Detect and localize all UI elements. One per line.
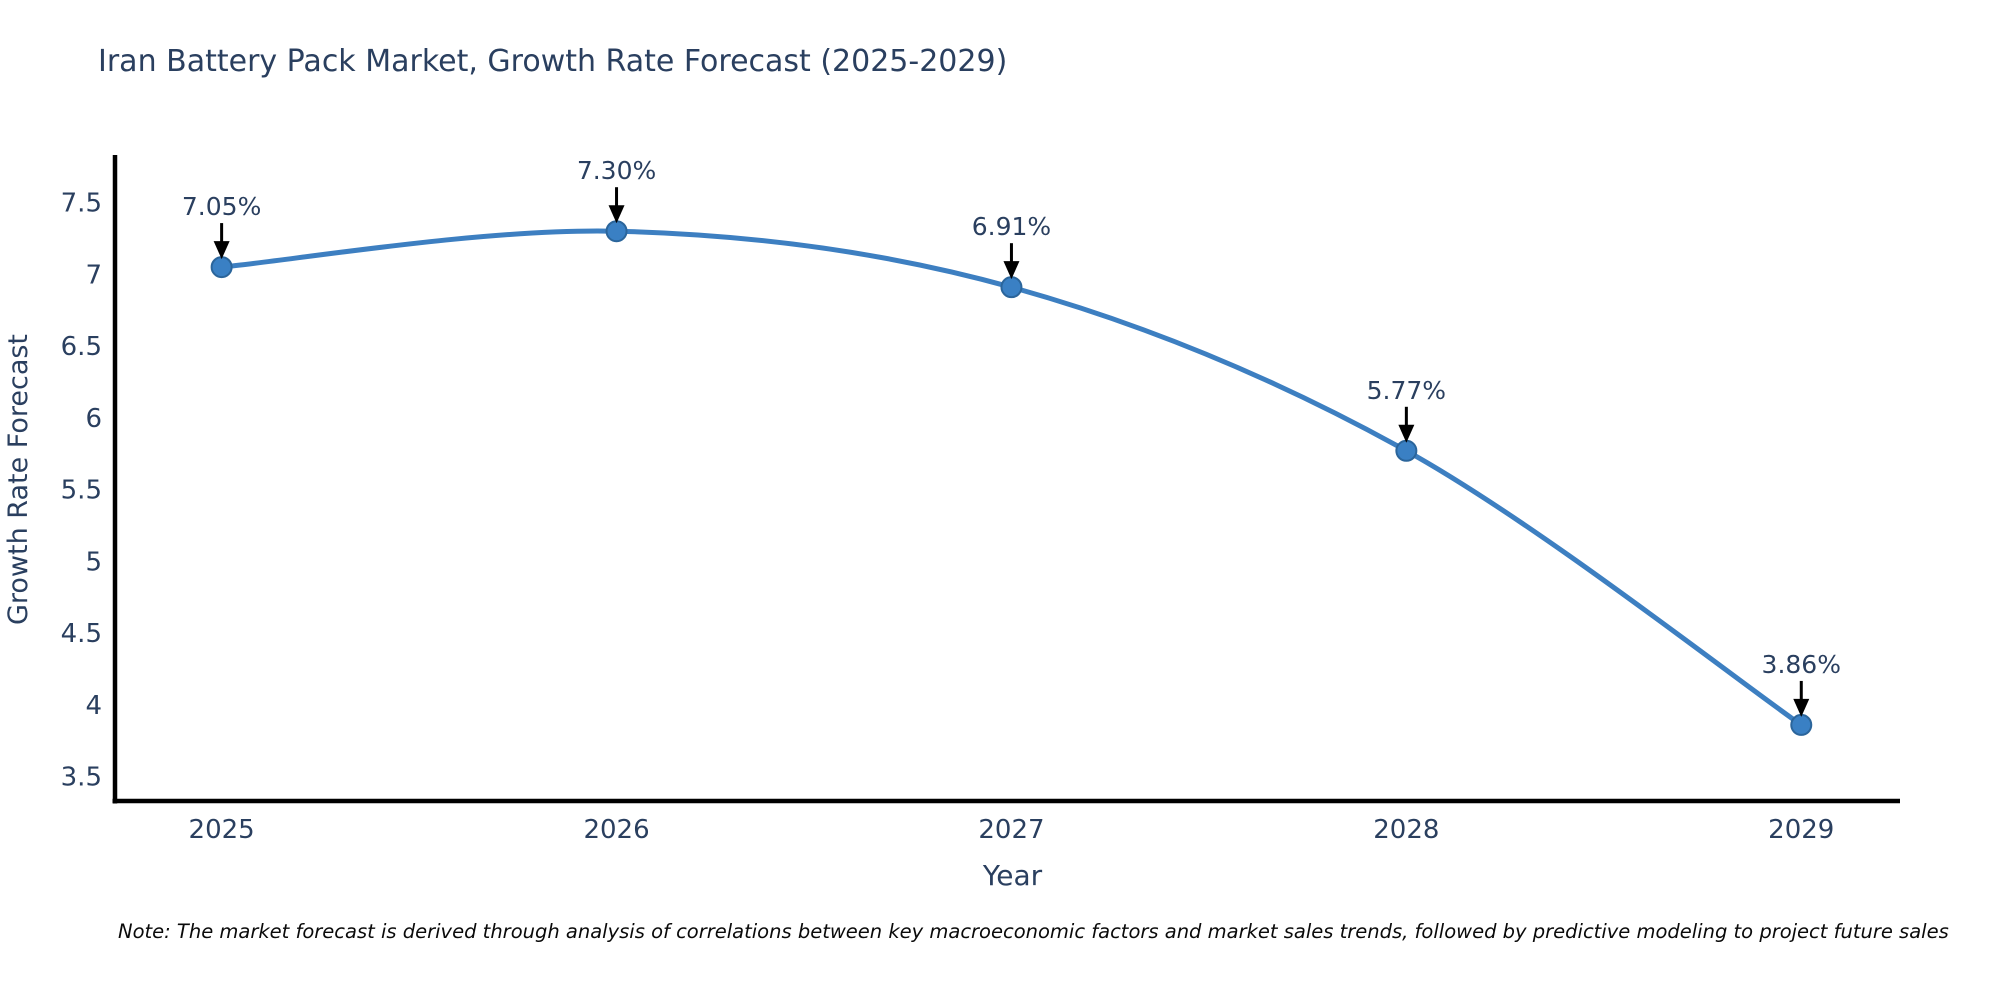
x-axis-title: Year	[982, 859, 1043, 892]
data-point	[605, 220, 628, 243]
annotation-arrowhead-icon	[1793, 698, 1810, 717]
annotation-arrowhead-icon	[608, 205, 625, 224]
data-point	[210, 256, 233, 279]
data-point-label: 3.86%	[1762, 650, 1841, 679]
data-point	[1395, 439, 1418, 462]
data-line	[219, 228, 1804, 728]
annotation-arrowhead-icon	[1398, 424, 1415, 443]
y-tick-label: 6.5	[61, 332, 102, 362]
y-tick-label: 5.5	[61, 476, 102, 506]
y-axis-title: Growth Rate Forecast	[3, 334, 34, 625]
footnote: Note: The market forecast is derived thr…	[118, 920, 1949, 943]
x-tick-label: 2025	[189, 815, 255, 845]
y-tick-label: 7	[85, 260, 102, 290]
x-tick-label: 2027	[978, 815, 1044, 845]
y-tick-label: 4	[85, 691, 102, 721]
data-point-label: 7.30%	[577, 156, 656, 185]
x-tick-label: 2029	[1768, 815, 1834, 845]
y-tick-label: 3.5	[61, 763, 102, 793]
data-point	[1000, 276, 1023, 299]
annotation-arrowhead-icon	[213, 241, 230, 260]
data-point-label: 6.91%	[972, 212, 1051, 241]
y-tick-label: 6	[85, 404, 102, 434]
y-tick-label: 7.5	[61, 188, 102, 218]
x-tick-label: 2026	[583, 815, 649, 845]
y-tick-label: 4.5	[61, 619, 102, 649]
data-point-label: 7.05%	[182, 192, 261, 221]
data-point-label: 5.77%	[1367, 376, 1446, 405]
page-title: Iran Battery Pack Market, Growth Rate Fo…	[98, 44, 1008, 79]
y-tick-label: 5	[85, 547, 102, 577]
annotation-arrowhead-icon	[1003, 261, 1020, 280]
x-tick-label: 2028	[1373, 815, 1439, 845]
data-point	[1790, 713, 1813, 736]
